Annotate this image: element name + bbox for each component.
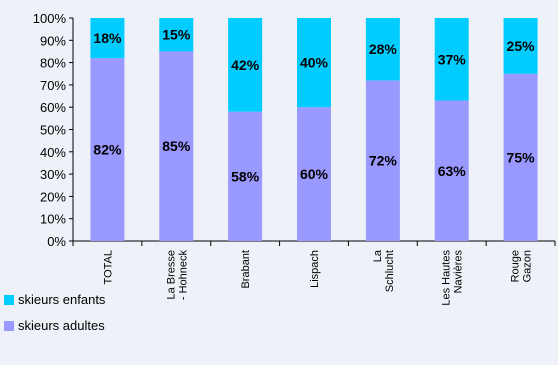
x-category-label: Brabant — [240, 250, 252, 289]
data-label: 25% — [507, 38, 536, 54]
y-tick-label: 10% — [40, 212, 66, 227]
data-label: 40% — [300, 55, 329, 71]
data-label: 37% — [438, 51, 467, 67]
legend-label-enfants: skieurs enfants — [18, 292, 106, 307]
y-tick-label: 40% — [40, 145, 66, 160]
x-category-label: Les Hautes — [441, 250, 453, 306]
data-label: 60% — [300, 166, 329, 182]
x-category-label: Rouge — [510, 250, 522, 282]
x-category-label: Gazon — [522, 250, 534, 282]
x-category-label: TOTAL — [102, 250, 114, 284]
data-label: 15% — [162, 27, 191, 43]
legend-swatch-enfants — [4, 294, 14, 305]
x-category-label: Lispach — [309, 250, 321, 288]
bar-segment — [503, 73, 538, 241]
y-tick-label: 30% — [40, 167, 66, 182]
x-category-label: La — [372, 249, 384, 262]
data-label: 42% — [231, 57, 260, 73]
y-tick-label: 100% — [33, 11, 67, 26]
legend-item-adultes: skieurs adultes — [4, 318, 105, 333]
bar-segment — [297, 107, 331, 241]
x-category-label: - Hohneck — [177, 250, 189, 301]
y-tick-label: 80% — [40, 56, 66, 71]
data-label: 82% — [93, 142, 122, 158]
y-tick-label: 50% — [40, 123, 66, 138]
y-tick-label: 20% — [40, 189, 66, 204]
data-label: 58% — [231, 168, 260, 184]
data-label: 85% — [162, 138, 191, 154]
data-label: 63% — [438, 163, 467, 179]
bar-segment — [90, 18, 125, 59]
bar-segment — [159, 51, 194, 242]
data-label: 28% — [369, 41, 398, 57]
data-label: 18% — [93, 30, 122, 46]
bar-segment — [228, 18, 263, 112]
bar-segment — [228, 111, 263, 241]
data-label: 75% — [507, 149, 536, 165]
bar-segment — [90, 58, 125, 241]
x-category-label: La Bresse — [165, 250, 177, 300]
bar-segment — [434, 18, 469, 101]
y-tick-label: 0% — [47, 234, 66, 249]
bar-segment — [434, 100, 469, 241]
x-category-label: Schlucht — [384, 250, 396, 292]
y-tick-label: 70% — [40, 78, 66, 93]
bar-segment — [503, 18, 538, 74]
bar-segment — [297, 18, 331, 108]
bar-segment — [365, 18, 400, 81]
legend-label-adultes: skieurs adultes — [18, 318, 105, 333]
data-label: 72% — [369, 153, 398, 169]
bar-segment — [159, 18, 194, 52]
legend-item-enfants: skieurs enfants — [4, 292, 105, 307]
legend-swatch-adultes — [4, 320, 14, 331]
x-category-label: Navières — [453, 250, 465, 294]
y-tick-label: 60% — [40, 100, 66, 115]
y-tick-label: 90% — [40, 33, 66, 48]
bar-segment — [365, 80, 400, 241]
